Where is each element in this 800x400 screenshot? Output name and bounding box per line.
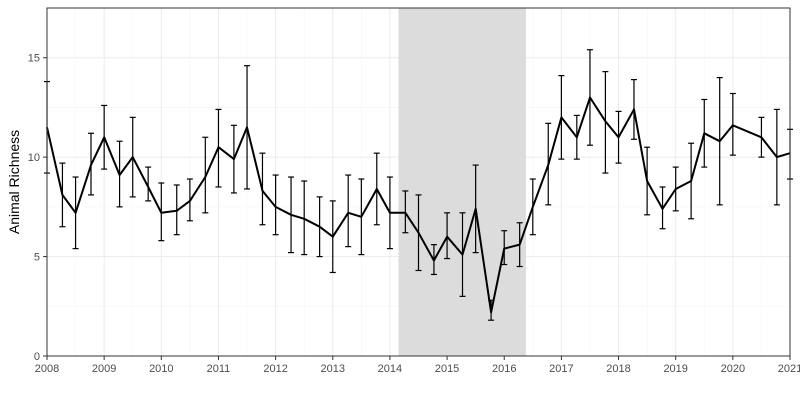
x-tick-label: 2013 (321, 363, 345, 375)
x-tick-label: 2009 (92, 363, 116, 375)
x-axis: 2008 2009 2010 2011 2012 2013 2014 2015 2016 2017… (35, 356, 800, 375)
x-tick-label: 2010 (149, 363, 173, 375)
x-tick-label: 2014 (378, 363, 402, 375)
x-tick-label: 2015 (435, 363, 459, 375)
x-tick-label: 2018 (606, 363, 630, 375)
error-bar (272, 174, 279, 236)
x-tick-label: 2011 (207, 363, 231, 375)
x-tick-label: 2012 (263, 363, 287, 375)
highlight-band (398, 8, 526, 356)
error-bar (444, 212, 451, 260)
x-tick-label: 2008 (35, 363, 59, 375)
x-tick-label: 2021 (778, 363, 800, 375)
x-tick-label: 2020 (721, 363, 745, 375)
panel-border (46, 7, 791, 357)
series-line (46, 96, 791, 314)
x-tick-label: 2019 (663, 363, 687, 375)
x-tick-label: 2017 (549, 363, 573, 375)
y-tick-label: 5 (34, 252, 40, 264)
error-bar (345, 174, 352, 248)
y-axis-title: Animal Richness (6, 130, 22, 234)
x-tick-label: 2016 (492, 363, 516, 375)
y-tick-label: 10 (28, 152, 40, 164)
error-bar (145, 166, 152, 202)
y-axis: 0 5 10 15 (28, 53, 47, 363)
y-tick-label: 0 (34, 351, 40, 363)
y-tick-label: 15 (28, 53, 40, 65)
